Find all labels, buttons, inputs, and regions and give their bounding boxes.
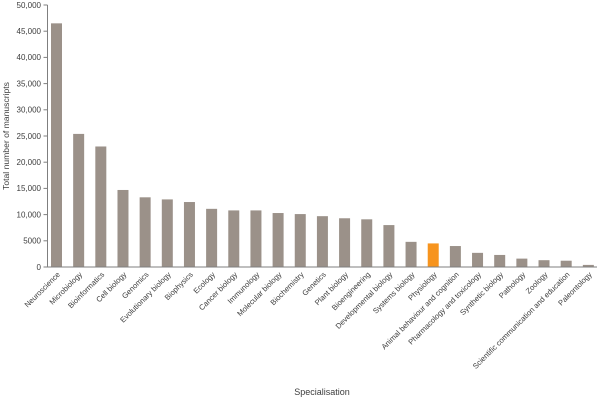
y-tick-label: 35,000 (17, 79, 42, 88)
bar (206, 208, 218, 267)
bar (183, 202, 195, 267)
bar (316, 216, 328, 267)
y-tick-label: 15,000 (17, 184, 42, 193)
bar (449, 246, 461, 267)
bar (228, 210, 240, 267)
bar (516, 258, 528, 267)
y-tick-label: 20,000 (17, 158, 42, 167)
y-tick-label: 50,000 (17, 1, 42, 10)
bar (51, 23, 62, 268)
bar (250, 210, 262, 267)
y-tick-label: 25,000 (17, 132, 42, 141)
y-axis-title: Total number of manuscripts (1, 82, 11, 190)
bar (494, 254, 506, 267)
y-tick-label: 10,000 (17, 210, 42, 219)
bar (405, 241, 417, 267)
bar (339, 218, 351, 267)
bars-layer (51, 23, 594, 268)
bar (95, 146, 107, 267)
bar (294, 214, 306, 267)
axes-layer (43, 4, 597, 268)
bar (538, 260, 550, 267)
bar (73, 133, 85, 267)
y-tick-label: 0 (37, 263, 42, 272)
y-tick-label: 30,000 (17, 106, 42, 115)
y-tick-label: 45,000 (17, 27, 42, 36)
bar (361, 219, 373, 267)
bar (383, 225, 395, 267)
y-tick-label: 40,000 (17, 53, 42, 62)
y-tick-label: 5000 (23, 237, 41, 246)
bar (161, 199, 173, 267)
bar (472, 252, 484, 267)
bar (582, 264, 594, 267)
bar (139, 197, 151, 267)
highlighted-bar (427, 243, 439, 267)
bar (272, 213, 284, 267)
bar (117, 189, 129, 267)
x-axis-title: Specialisation (294, 387, 350, 397)
bar (560, 260, 572, 267)
